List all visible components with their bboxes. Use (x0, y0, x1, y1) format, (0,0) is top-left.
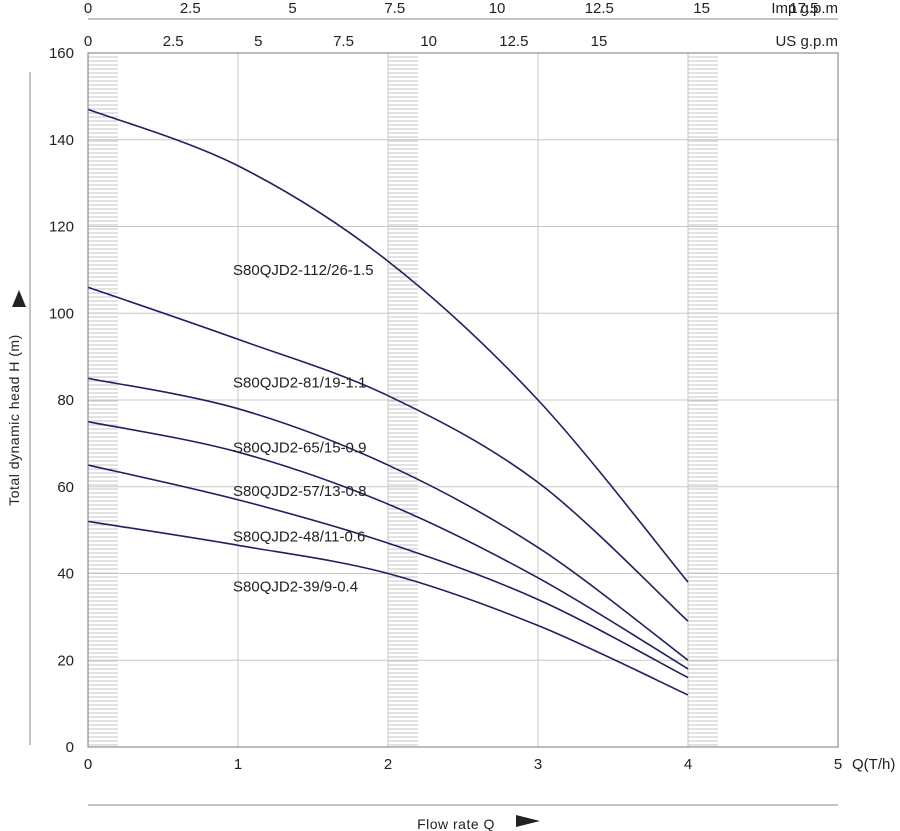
series-label: S80QJD2-57/13-0.8 (233, 483, 366, 500)
y-tick-label: 140 (49, 132, 74, 149)
x-tick-label: 4 (684, 756, 692, 773)
secondary-tick-label: 12.5 (585, 0, 614, 17)
series-label: S80QJD2-65/15-0.9 (233, 440, 366, 457)
secondary-tick-label: 7.5 (384, 0, 405, 17)
series-line (87, 286, 689, 622)
series-label: S80QJD2-112/26-1.5 (233, 262, 374, 279)
series-label: S80QJD2-81/19-1.1 (233, 375, 366, 392)
secondary-tick-label: 0 (84, 0, 92, 17)
y-axis-arrow-icon (12, 290, 26, 307)
y-tick-label: 80 (57, 392, 74, 409)
secondary-tick-label: 15 (591, 33, 608, 50)
y-axis-ticks: 0 20 40 60 80 100 120 140 160 (49, 45, 74, 756)
y-tick-label: 0 (66, 739, 74, 756)
x-tick-label: 1 (234, 756, 242, 773)
x-axis-arrow-icon (516, 815, 540, 827)
x-axis-ticks: 0 1 2 3 4 5 (84, 756, 842, 773)
secondary-tick-label: 15 (693, 0, 710, 17)
secondary-tick-label: 12.5 (499, 33, 528, 50)
series-labels: S80QJD2-112/26-1.5 S80QJD2-81/19-1.1 S80QJ… (233, 262, 374, 596)
y-tick-label: 100 (49, 305, 74, 322)
series-line (87, 420, 689, 670)
secondary-tick-label: 5 (254, 33, 262, 50)
y-tick-label: 60 (57, 479, 74, 496)
x-axis-title: Flow rate Q (417, 816, 495, 831)
x-tick-label: 2 (384, 756, 392, 773)
series-line (87, 377, 689, 661)
series-label: S80QJD2-48/11-0.6 (233, 529, 365, 546)
series-line (87, 464, 689, 679)
x-tick-label: 5 (834, 756, 842, 773)
plot-frame (87, 52, 839, 748)
secondary-tick-label: 7.5 (333, 33, 354, 50)
secondary-tick-label: 0 (84, 33, 92, 50)
y-tick-label: 120 (49, 219, 74, 236)
secondary-axis-unit: Imp g.p.m (771, 0, 838, 17)
x-tick-label: 0 (84, 756, 92, 773)
secondary-axis-unit: US g.p.m (775, 33, 838, 50)
secondary-tick-label: 2.5 (180, 0, 201, 17)
y-axis-title: Total dynamic head H (m) (6, 334, 22, 506)
secondary-tick-label: 2.5 (163, 33, 184, 50)
y-tick-label: 160 (49, 45, 74, 62)
x-tick-label: 3 (534, 756, 542, 773)
performance-curves (87, 108, 689, 696)
secondary-tick-label: 17.5 (789, 0, 818, 17)
y-axis-title-group: Total dynamic head H (m) (6, 334, 22, 506)
series-line (87, 520, 689, 696)
y-tick-label: 20 (57, 652, 74, 669)
x-unit-label: Q(T/h) (852, 756, 895, 773)
series-line (87, 108, 689, 583)
y-tick-label: 40 (57, 566, 74, 583)
secondary-tick-label: 5 (288, 0, 296, 17)
series-label: S80QJD2-39/9-0.4 (233, 579, 358, 596)
secondary-tick-label: 10 (489, 0, 506, 17)
secondary-tick-label: 10 (420, 33, 437, 50)
